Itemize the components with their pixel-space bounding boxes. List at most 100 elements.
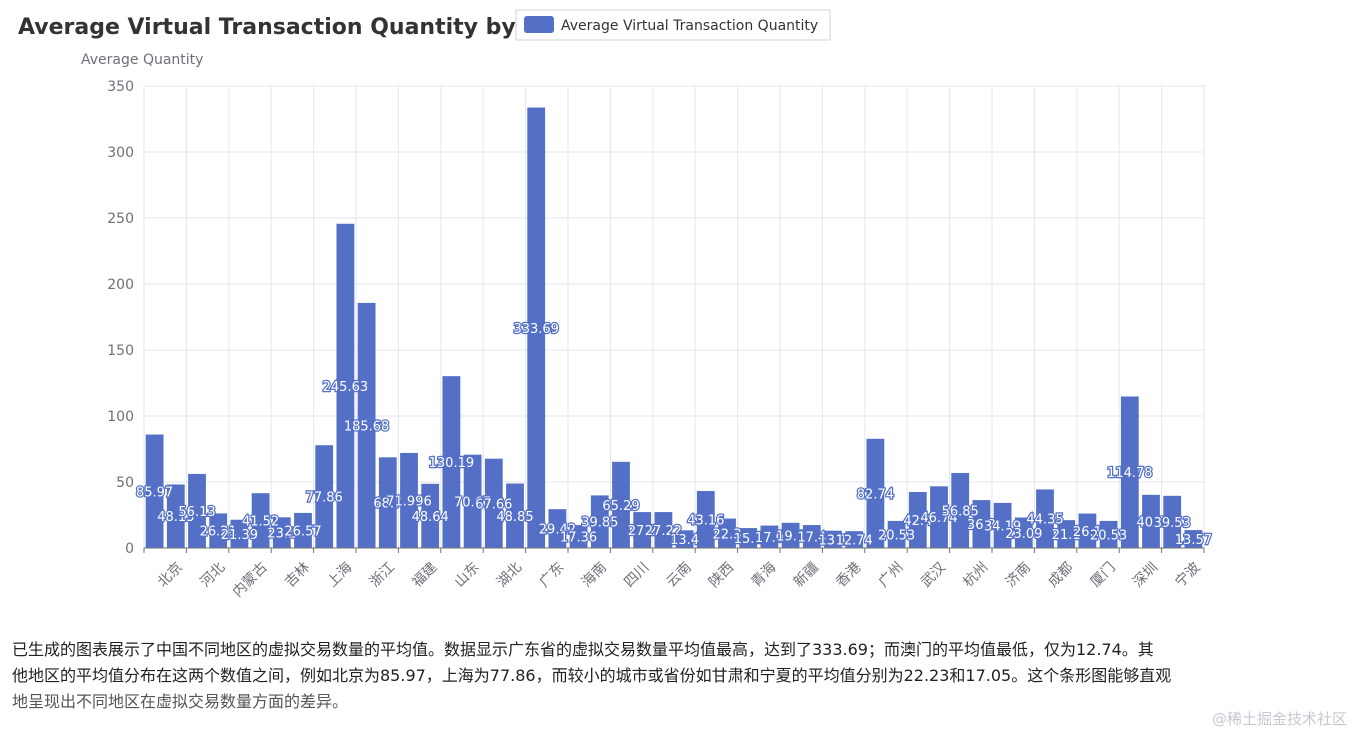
bar [654, 512, 673, 548]
y-tick-label: 150 [107, 343, 134, 359]
data-label: 48.64 [412, 510, 449, 525]
data-label: 85.97 [136, 485, 173, 500]
x-tick-label: 山东 [452, 559, 483, 590]
bar [166, 484, 185, 548]
bar [484, 458, 503, 548]
data-label: 26.1 [1073, 525, 1102, 540]
data-label: 46.74 [920, 511, 957, 526]
data-label: 114.78 [1107, 466, 1153, 481]
bar [951, 472, 970, 548]
bar [781, 522, 800, 548]
data-label: 17.36 [560, 531, 597, 546]
bar [633, 512, 652, 548]
bar [866, 438, 885, 548]
bar [463, 454, 482, 548]
bar [336, 223, 355, 548]
x-tick-label: 新疆 [791, 559, 822, 590]
data-label: 23.09 [1005, 527, 1042, 542]
data-label: 21.1 [1052, 528, 1081, 543]
bar [1057, 520, 1076, 548]
x-tick-label: 浙江 [367, 559, 398, 590]
bar [972, 500, 991, 548]
legend[interactable]: Average Virtual Transaction Quantity [515, 9, 831, 41]
bar [1036, 489, 1054, 548]
bar [378, 457, 397, 548]
bar [1184, 530, 1203, 548]
grid-lines [143, 85, 1205, 548]
data-label: 29.42 [539, 523, 576, 538]
bar [527, 107, 546, 548]
bar [506, 483, 524, 548]
bar [930, 486, 948, 548]
data-label: 65.29 [602, 499, 639, 514]
data-label: 12.74 [836, 534, 873, 549]
bar [908, 492, 927, 548]
axes [143, 547, 1205, 553]
x-tick-label: 北京 [155, 559, 186, 590]
bar [188, 473, 206, 548]
bar [548, 509, 567, 548]
bar [230, 519, 249, 548]
bar [739, 528, 758, 548]
data-label: 39.53 [1154, 516, 1191, 531]
bar [400, 452, 418, 548]
x-tick-label: 广东 [536, 559, 567, 590]
data-label: 19.1 [776, 529, 805, 544]
bar [802, 525, 821, 548]
x-tick-label: 云南 [664, 559, 695, 590]
legend-label: Average Virtual Transaction Quantity [561, 18, 818, 34]
site-watermark: @稀土掘金技术社区 [1211, 710, 1347, 728]
data-label: 56.85 [942, 504, 979, 519]
x-tick-label: 陕西 [706, 559, 737, 590]
y-tick-label: 50 [116, 475, 134, 491]
y-tick-label: 300 [107, 145, 134, 161]
summary-line-3: 地呈现出不同地区在虚拟交易数量方面的差异。 [12, 692, 349, 711]
data-label: 333.69 [513, 322, 559, 337]
data-label: 26.21 [200, 525, 237, 540]
summary-line-2: 他地区的平均值分布在这两个数值之间，例如北京为85.97，上海为77.86，而较… [12, 666, 1172, 685]
bar [590, 495, 609, 548]
data-label: 21.39 [221, 528, 258, 543]
y-axis-title: Average Quantity [81, 52, 203, 68]
bar [442, 376, 461, 548]
y-tick-labels: 0 50 100 150 200 250 300 350 [107, 79, 134, 557]
data-label: 67.66 [475, 497, 512, 512]
data-label: 40.3 [1137, 515, 1166, 530]
data-label: 23.2 [267, 527, 296, 542]
data-label: 77.86 [306, 491, 343, 506]
data-label: 20.53 [878, 528, 915, 543]
bar [760, 525, 779, 548]
x-tick-label: 香港 [833, 559, 864, 590]
x-tick-label: 青海 [748, 559, 779, 590]
data-label: 48.85 [496, 510, 533, 525]
data-label: 17.0 [755, 531, 784, 546]
bar [357, 302, 376, 548]
data-label: 15.1 [734, 532, 763, 547]
y-tick-label: 100 [107, 409, 134, 425]
data-label: 39.85 [581, 516, 618, 531]
data-label: 185.68 [344, 419, 390, 434]
bar [1078, 513, 1097, 548]
data-label: 70.67 [454, 495, 491, 510]
bar [612, 461, 630, 548]
data-label: 82.74 [857, 487, 894, 502]
x-tick-label: 深圳 [1130, 559, 1161, 590]
x-tick-label: 宁波 [1172, 559, 1204, 591]
x-tick-label: 福建 [409, 559, 440, 590]
bar [315, 445, 334, 548]
summary-line-1: 已生成的图表展示了中国不同地区的虚拟交易数量的平均值。数据显示广东省的虚拟交易数… [12, 640, 1154, 659]
summary-paragraph: 已生成的图表展示了中国不同地区的虚拟交易数量的平均值。数据显示广东省的虚拟交易数… [12, 637, 1342, 715]
x-tick-label: 成都 [1045, 559, 1076, 590]
data-label: 22.3 [713, 527, 742, 542]
bar [718, 518, 736, 548]
data-label: 34.19 [984, 519, 1021, 534]
bar [272, 517, 291, 548]
bar [824, 530, 842, 548]
data-label: 42.4 [903, 514, 932, 529]
bar [1014, 517, 1033, 548]
x-tick-label: 厦门 [1088, 559, 1119, 590]
data-label: 36.3 [967, 518, 996, 533]
bar [1099, 520, 1118, 548]
chart-title: Average Virtual Transaction Quantity by … [18, 15, 581, 40]
